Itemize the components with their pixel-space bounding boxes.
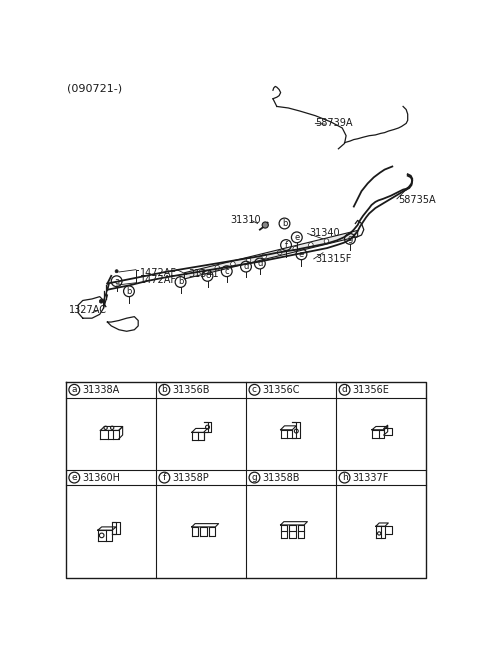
Text: b: b (178, 277, 183, 287)
Circle shape (277, 250, 282, 255)
Text: 31315F: 31315F (315, 254, 352, 264)
Text: 31358B: 31358B (262, 472, 300, 483)
Text: 31341: 31341 (188, 270, 219, 279)
Text: 31358P: 31358P (172, 472, 209, 483)
Polygon shape (184, 230, 358, 279)
Text: f: f (285, 241, 288, 249)
Text: d: d (257, 259, 263, 268)
Circle shape (309, 243, 313, 247)
Text: h: h (342, 473, 348, 482)
Circle shape (262, 222, 268, 228)
Text: 31360H: 31360H (82, 472, 120, 483)
Text: 31356E: 31356E (352, 385, 389, 395)
Circle shape (230, 262, 235, 266)
Text: 1327AC: 1327AC (69, 305, 107, 315)
Circle shape (199, 270, 204, 274)
Text: c: c (205, 272, 210, 280)
Circle shape (262, 254, 266, 258)
Circle shape (99, 299, 103, 303)
Text: 58735A: 58735A (398, 195, 436, 205)
Circle shape (324, 239, 329, 243)
Text: 31310: 31310 (230, 215, 261, 226)
Text: 31356B: 31356B (172, 385, 210, 395)
Text: 31337F: 31337F (352, 472, 389, 483)
Text: 31338A: 31338A (82, 385, 119, 395)
Text: e: e (299, 250, 304, 258)
Text: b: b (126, 287, 132, 296)
Text: d: d (243, 262, 249, 271)
Text: g: g (252, 473, 257, 482)
Text: 31356C: 31356C (262, 385, 300, 395)
Text: c: c (252, 385, 257, 394)
Text: e: e (72, 473, 77, 482)
Text: e: e (294, 233, 300, 242)
Text: c: c (225, 267, 229, 276)
Text: f: f (163, 473, 166, 482)
Text: 31340: 31340 (309, 228, 340, 239)
Text: b: b (161, 385, 167, 394)
Text: g: g (347, 234, 353, 243)
Text: (090721-): (090721-) (67, 83, 122, 93)
Text: d: d (342, 385, 348, 394)
Text: 58739A: 58739A (315, 118, 353, 129)
Circle shape (215, 266, 220, 270)
Circle shape (293, 247, 298, 251)
Circle shape (246, 258, 251, 262)
Text: a: a (114, 277, 119, 286)
Text: b: b (282, 219, 287, 228)
Text: 1472AF: 1472AF (140, 275, 177, 285)
Text: a: a (72, 385, 77, 394)
Text: 1472AF: 1472AF (140, 268, 177, 277)
Circle shape (115, 270, 118, 273)
